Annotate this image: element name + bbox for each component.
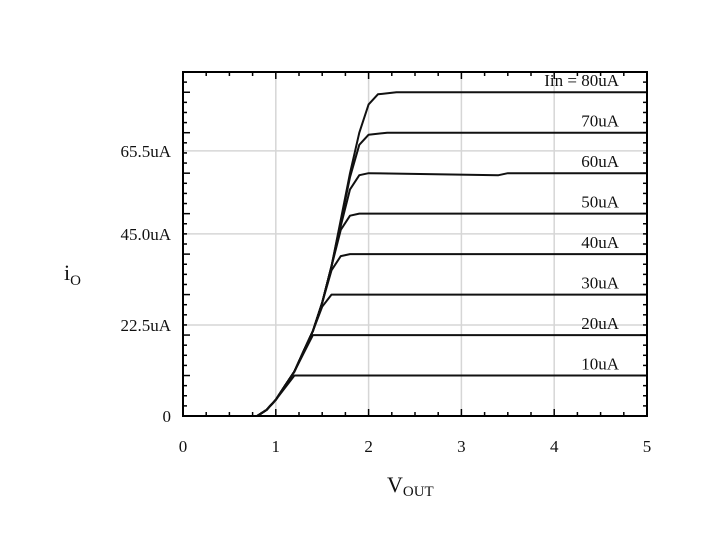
y-tick-label-45-0ua: 45.0uA — [120, 225, 171, 244]
tick-marks — [182, 71, 648, 417]
y-tick-label-0: 0 — [163, 407, 172, 426]
y-axis-title-main: i — [64, 260, 70, 285]
curve-label-30ua: 30uA — [581, 274, 620, 293]
curve-10ua — [182, 374, 648, 417]
y-tick-label-65-5ua: 65.5uA — [120, 142, 171, 161]
x-tick-label-3: 3 — [457, 437, 466, 456]
curve-label-70ua: 70uA — [581, 112, 620, 131]
curve-labels: 10uA 20uA 30uA 40uA 50uA 60uA 70uA Iin = 80uA — [544, 71, 619, 373]
curve-label-iin-80ua: Iin = 80uA — [544, 71, 619, 90]
y-axis-title: iO — [64, 260, 81, 289]
plot-frame — [182, 71, 648, 417]
curve-30ua — [182, 293, 648, 417]
curve-label-10ua: 10uA — [581, 355, 620, 374]
grid-lines — [183, 72, 647, 416]
y-tick-labels: 0 22.5uA 45.0uA 65.5uA — [120, 142, 171, 426]
curve-label-40ua: 40uA — [581, 233, 620, 252]
curve-label-50ua: 50uA — [581, 193, 620, 212]
x-axis-title: VOUT — [387, 472, 434, 500]
x-tick-label-5: 5 — [643, 437, 652, 456]
x-tick-labels: 0 1 2 3 4 5 — [179, 437, 652, 456]
curve-70ua — [182, 131, 648, 417]
y-axis-title-sub: O — [70, 273, 81, 289]
curve-label-60ua: 60uA — [581, 152, 620, 171]
x-tick-label-1: 1 — [272, 437, 281, 456]
x-axis-title-main: V — [387, 472, 403, 497]
curve-iin-80ua — [182, 91, 648, 417]
x-tick-label-4: 4 — [550, 437, 559, 456]
y-tick-label-22-5ua: 22.5uA — [120, 316, 171, 335]
x-tick-label-0: 0 — [179, 437, 188, 456]
curves — [182, 91, 648, 417]
x-tick-label-2: 2 — [364, 437, 373, 456]
x-axis-title-sub: OUT — [403, 484, 434, 500]
curve-50ua — [182, 212, 648, 417]
curve-label-20ua: 20uA — [581, 314, 620, 333]
